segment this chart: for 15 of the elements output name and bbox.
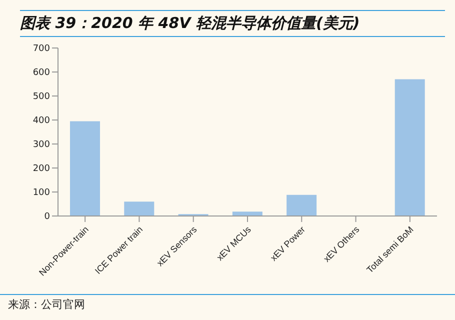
bar [124, 202, 154, 216]
bar [394, 79, 425, 216]
y-tick-label: 200 [32, 164, 50, 174]
bar [232, 212, 262, 216]
y-tick-label: 0 [44, 212, 50, 222]
y-tick-label: 300 [32, 140, 50, 150]
y-tick-label: 100 [32, 188, 50, 198]
y-tick-label: 400 [32, 116, 50, 126]
y-tick-label: 700 [32, 44, 50, 54]
bar [70, 121, 100, 216]
bar [286, 194, 317, 216]
y-tick-label: 600 [32, 68, 50, 78]
y-tick-label: 500 [32, 92, 50, 102]
source-note: 来源：公司官网 [8, 297, 85, 312]
chart-title: 图表 39：2020 年 48V 轻混半导体价值量(美元) [20, 10, 445, 37]
